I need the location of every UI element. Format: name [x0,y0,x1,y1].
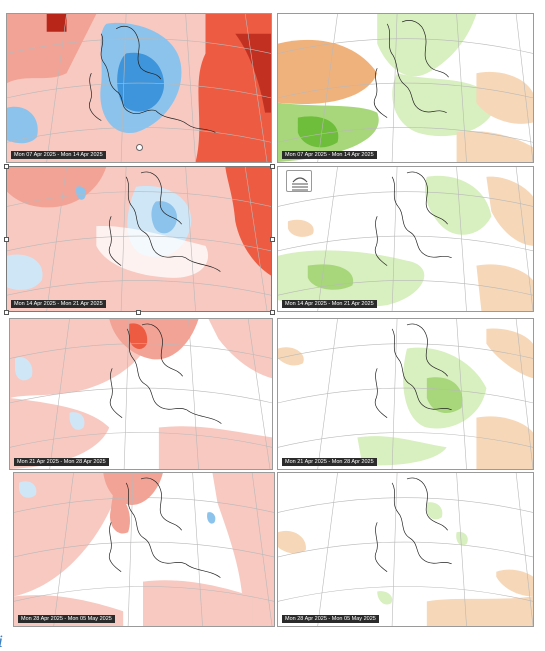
layout-options-button[interactable] [286,170,312,192]
precip-anomaly-map-week2[interactable]: Mon 14 Apr 2025 - Mon 21 Apr 2025 [277,166,534,312]
layout-options-icon [292,177,308,191]
resize-handle-bottom-center[interactable] [136,310,141,315]
map-graphic [7,167,271,311]
map-graphic [278,473,533,626]
map-graphic [278,167,533,311]
resize-handle-top-left[interactable] [4,164,9,169]
resize-handle-middle-right[interactable] [270,237,275,242]
map-graphic [278,14,533,162]
precip-anomaly-map-week4[interactable]: Mon 28 Apr 2025 - Mon 05 May 2025 [277,472,534,627]
italic-i-mark: i [0,632,3,651]
date-range-label: Mon 21 Apr 2025 - Mon 28 Apr 2025 [14,458,109,466]
resize-handle-middle-left[interactable] [4,237,9,242]
date-range-label: Mon 07 Apr 2025 - Mon 14 Apr 2025 [11,151,106,159]
rotate-handle-icon[interactable] [136,144,143,151]
date-range-label: Mon 21 Apr 2025 - Mon 28 Apr 2025 [282,458,377,466]
temp-anomaly-map-week2[interactable]: Mon 14 Apr 2025 - Mon 21 Apr 2025 [6,166,272,312]
temp-anomaly-map-week4[interactable]: Mon 28 Apr 2025 - Mon 05 May 2025 [13,472,275,627]
date-range-label: Mon 07 Apr 2025 - Mon 14 Apr 2025 [282,151,377,159]
temp-anomaly-map-week1[interactable]: Mon 07 Apr 2025 - Mon 14 Apr 2025 [6,13,272,163]
date-range-label: Mon 28 Apr 2025 - Mon 05 May 2025 [18,615,115,623]
date-range-label: Mon 14 Apr 2025 - Mon 21 Apr 2025 [282,300,377,308]
date-range-label: Mon 14 Apr 2025 - Mon 21 Apr 2025 [11,300,106,308]
map-graphic [10,319,272,469]
temp-anomaly-map-week3[interactable]: Mon 21 Apr 2025 - Mon 28 Apr 2025 [9,318,273,470]
resize-handle-top-right[interactable] [270,164,275,169]
date-range-label: Mon 28 Apr 2025 - Mon 05 May 2025 [282,615,379,623]
resize-handle-bottom-left[interactable] [4,310,9,315]
precip-anomaly-map-week1[interactable]: Mon 07 Apr 2025 - Mon 14 Apr 2025 [277,13,534,163]
map-graphic [14,473,274,626]
precip-anomaly-map-week3[interactable]: Mon 21 Apr 2025 - Mon 28 Apr 2025 [277,318,534,470]
map-graphic [278,319,533,469]
map-graphic [7,14,271,162]
resize-handle-bottom-right[interactable] [270,310,275,315]
